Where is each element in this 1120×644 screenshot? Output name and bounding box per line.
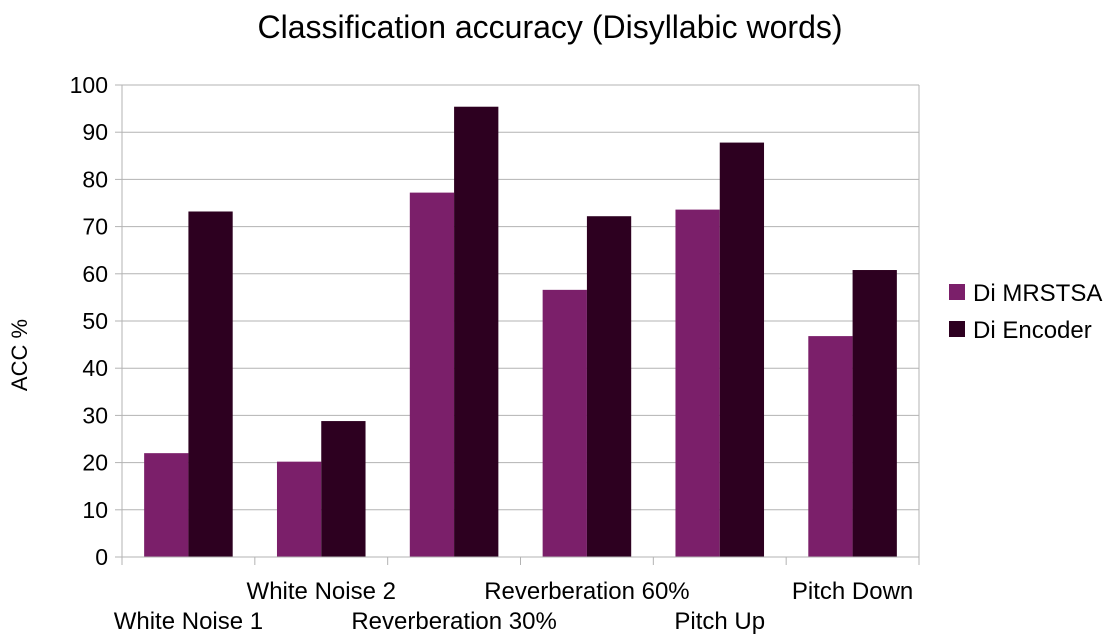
bar-encoder xyxy=(188,211,233,557)
bar-mrstsa xyxy=(276,461,322,557)
x-category-label: Reverberation 60% xyxy=(484,578,689,605)
y-tick-label: 90 xyxy=(82,119,108,145)
bar-mrstsa xyxy=(675,209,720,557)
x-category-label: White Noise 2 xyxy=(247,578,396,605)
bar-encoder xyxy=(719,142,765,558)
bar-encoder xyxy=(321,421,366,557)
y-tick-label: 50 xyxy=(82,308,108,334)
y-tick-label: 20 xyxy=(82,450,108,476)
y-tick-label: 40 xyxy=(82,355,108,381)
x-category-label: White Noise 1 xyxy=(114,608,263,635)
legend-swatch xyxy=(949,321,965,337)
chart-title: Classification accuracy (Disyllabic word… xyxy=(257,9,842,45)
y-tick-label: 10 xyxy=(82,497,108,523)
x-category-label: Pitch Down xyxy=(792,578,913,605)
bar-mrstsa xyxy=(808,336,853,557)
bars xyxy=(144,106,897,558)
y-tick-label: 100 xyxy=(70,72,108,98)
x-category-label: Reverberation 30% xyxy=(351,608,556,635)
legend-swatch xyxy=(949,284,965,300)
bar-encoder xyxy=(586,216,632,557)
gridlines xyxy=(122,84,920,558)
legend-label: Di Encoder xyxy=(973,317,1092,344)
bar-encoder xyxy=(852,270,897,557)
x-category-label: Pitch Up xyxy=(674,608,765,635)
y-tick-label: 70 xyxy=(82,214,108,240)
bar-mrstsa xyxy=(542,289,587,557)
legend: Di MRSTSA Di Encoder xyxy=(949,280,1102,344)
axes: 0 10 20 30 40 50 60 70 80 90 100 White Noise 1 White… xyxy=(70,72,920,635)
y-tick-label: 0 xyxy=(95,544,108,570)
y-tick-label: 30 xyxy=(82,402,108,428)
bar-mrstsa xyxy=(144,453,189,557)
y-axis-title: ACC % xyxy=(7,319,32,391)
legend-label: Di MRSTSA xyxy=(973,280,1102,307)
bar-encoder xyxy=(454,106,499,557)
y-tick-label: 80 xyxy=(82,166,108,192)
y-tick-label: 60 xyxy=(82,261,108,287)
bar-mrstsa xyxy=(409,192,455,557)
